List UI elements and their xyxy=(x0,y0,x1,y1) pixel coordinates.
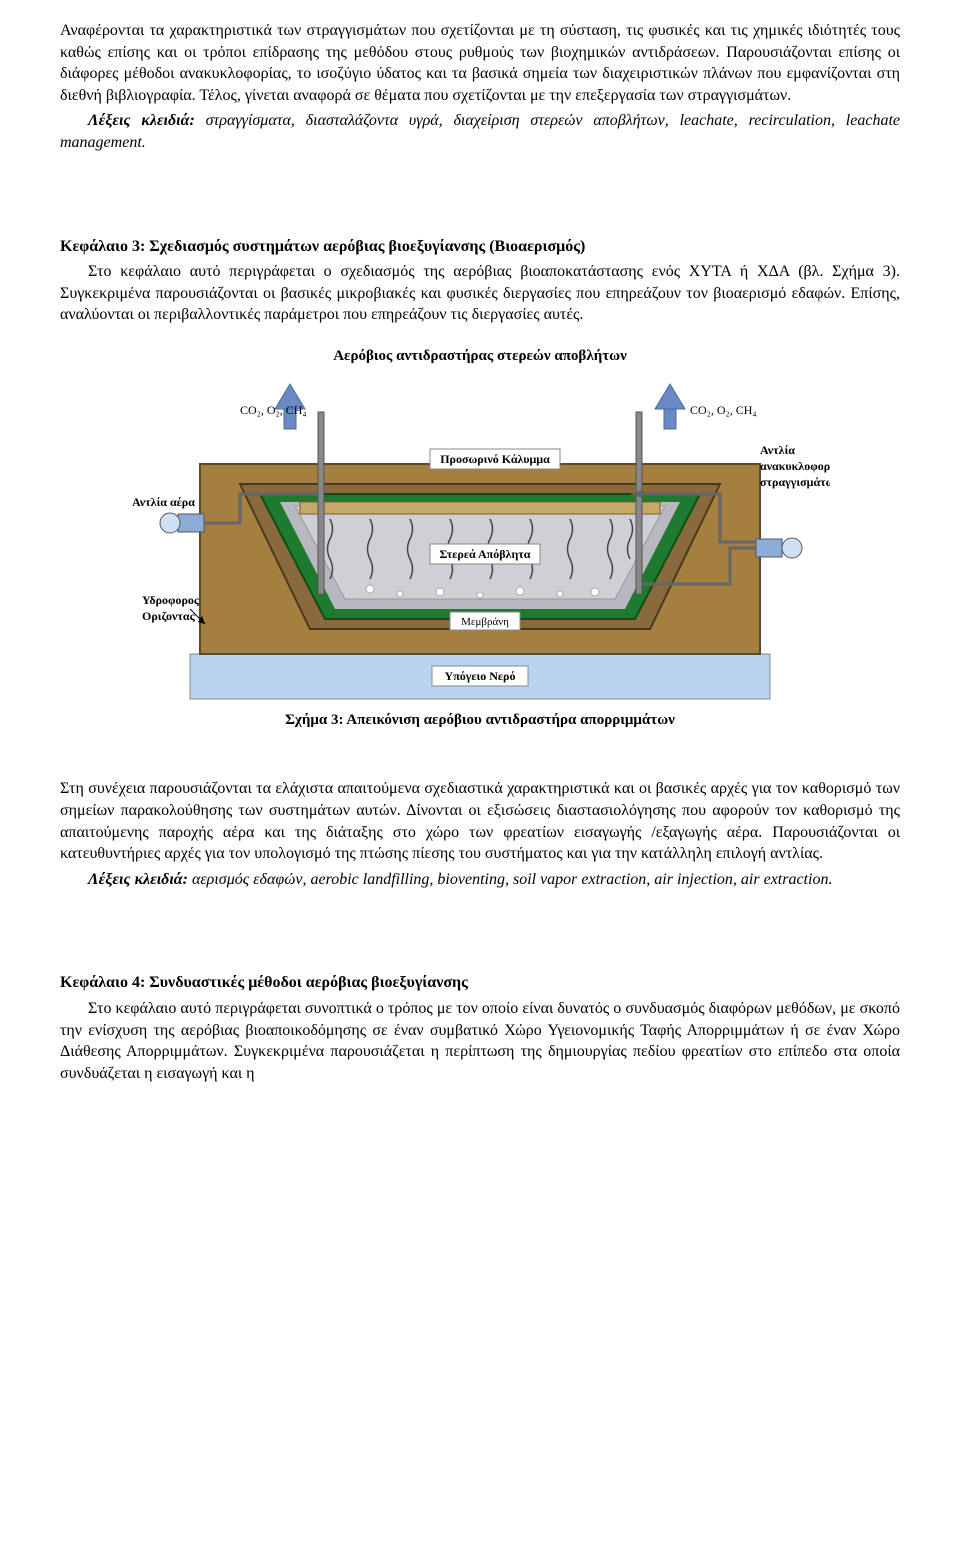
svg-text:Αντλία αέρα: Αντλία αέρα xyxy=(132,495,195,509)
svg-text:Στερεά Απόβλητα: Στερεά Απόβλητα xyxy=(439,547,530,561)
figure-3-caption: Σχήμα 3: Απεικόνιση αερόβιου αντιδραστήρ… xyxy=(60,710,900,730)
chapter-4-title: Κεφάλαιο 4: Συνδυαστικές μέθοδοι αερόβια… xyxy=(60,972,900,994)
chapter-4-paragraph: Στο κεφάλαιο αυτό περιγράφεται συνοπτικά… xyxy=(60,998,900,1084)
svg-text:Μεμβράνη: Μεμβράνη xyxy=(461,616,509,628)
svg-text:ανακυκλοφορίας: ανακυκλοφορίας xyxy=(760,459,830,473)
keywords-1-label: Λέξεις κλειδιά: xyxy=(88,112,195,129)
chapter-3-paragraph: Στο κεφάλαιο αυτό περιγράφεται ο σχεδιασ… xyxy=(60,261,900,326)
keywords-1: Λέξεις κλειδιά: στραγγίσματα, διασταλάζο… xyxy=(60,110,900,153)
landfill-diagram: Προσωρινό Κάλυμμα Στερεά Απόβλητα Μεμβρά… xyxy=(130,374,830,704)
svg-text:CO₂, O₂, CH₄: CO₂, O₂, CH₄ xyxy=(690,403,757,417)
keywords-2-text: αερισμός εδαφών, aerobic landfilling, bi… xyxy=(188,871,833,888)
paragraph-after-figure: Στη συνέχεια παρουσιάζονται τα ελάχιστα … xyxy=(60,778,900,864)
svg-text:στραγγισμάτων: στραγγισμάτων xyxy=(760,475,830,489)
svg-text:Οριζοντας: Οριζοντας xyxy=(142,609,196,623)
chapter-3-title: Κεφάλαιο 3: Σχεδιασμός συστημάτων αερόβι… xyxy=(60,236,900,258)
diagram-title: Αερόβιος αντιδραστήρας στερεών αποβλήτων xyxy=(130,346,830,366)
keywords-2: Λέξεις κλειδιά: αερισμός εδαφών, aerobic… xyxy=(60,869,900,891)
paragraph-1: Αναφέρονται τα χαρακτηριστικά των στραγγ… xyxy=(60,20,900,106)
figure-3: Αερόβιος αντιδραστήρας στερεών αποβλήτων xyxy=(60,346,900,731)
svg-text:CO₂, O₂, CH₄: CO₂, O₂, CH₄ xyxy=(240,403,307,417)
keywords-2-label: Λέξεις κλειδιά: xyxy=(88,871,188,888)
svg-text:Υδροφορος: Υδροφορος xyxy=(142,593,200,607)
svg-text:Προσωρινό Κάλυμμα: Προσωρινό Κάλυμμα xyxy=(440,452,550,466)
svg-text:Υπόγειο Νερό: Υπόγειο Νερό xyxy=(445,669,516,683)
svg-text:Αντλία: Αντλία xyxy=(760,443,795,457)
